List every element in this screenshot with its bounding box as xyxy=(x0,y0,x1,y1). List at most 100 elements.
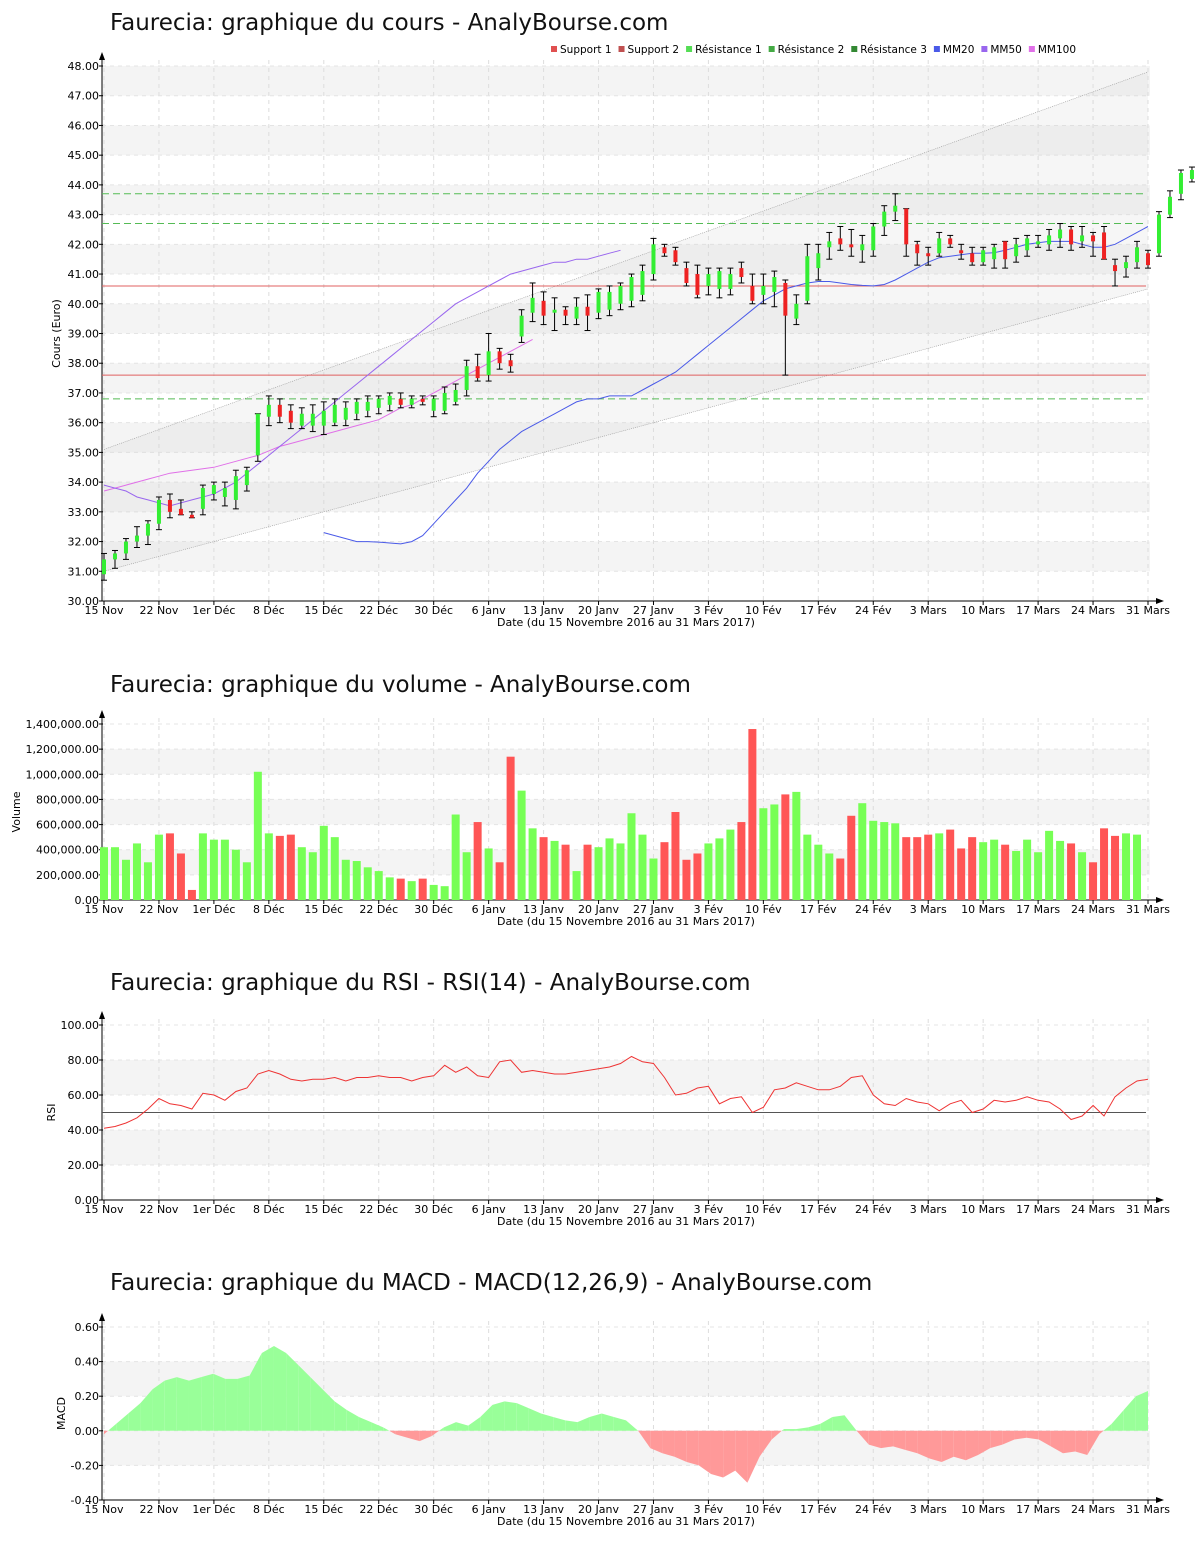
y-tick-label: 33.00 xyxy=(68,506,100,519)
grid-band xyxy=(102,184,1150,215)
x-tick-label: 22 Nov xyxy=(139,903,178,916)
x-tick-label: 20 Janv xyxy=(578,1203,619,1216)
legend-swatch xyxy=(851,46,858,52)
volume-bar xyxy=(242,862,251,900)
candle-body xyxy=(431,398,436,411)
volume-bar xyxy=(693,853,702,900)
macd-positive-area xyxy=(225,1378,238,1431)
candle-body xyxy=(508,360,513,367)
x-tick-label: 30 Déc xyxy=(414,903,453,916)
candle-body xyxy=(607,291,612,310)
y-axis-arrow xyxy=(99,710,105,718)
volume-bar xyxy=(418,878,427,900)
candle-body xyxy=(1080,235,1085,242)
volume-bar xyxy=(902,837,911,900)
y-tick-label: 44.00 xyxy=(68,179,100,192)
candle-body xyxy=(915,244,920,254)
candle-body xyxy=(244,470,249,486)
x-tick-label: 3 Mars xyxy=(910,1203,947,1216)
macd-positive-area xyxy=(346,1410,359,1431)
x-axis-arrow xyxy=(1156,897,1164,903)
macd-positive-area xyxy=(358,1416,372,1431)
y-tick-label: 45.00 xyxy=(68,149,100,162)
rsi-chart-title: Faurecia: graphique du RSI - RSI(14) - A… xyxy=(110,970,751,996)
x-tick-label: 17 Fév xyxy=(800,604,837,617)
volume-bar xyxy=(770,804,779,900)
candle-body xyxy=(651,244,656,275)
macd-positive-area xyxy=(480,1404,493,1431)
volume-bar xyxy=(264,833,273,900)
candle-body xyxy=(1146,253,1150,266)
candle-body xyxy=(167,499,172,512)
volume-bar xyxy=(495,862,504,900)
candle-body xyxy=(574,306,579,319)
x-tick-label: 1er Déc xyxy=(192,604,235,617)
macd-negative-area xyxy=(917,1430,930,1459)
candle-body xyxy=(959,250,964,254)
candle-body xyxy=(310,413,315,426)
macd-positive-area xyxy=(286,1352,299,1431)
macd-negative-area xyxy=(419,1430,432,1442)
y-tick-label: 37.00 xyxy=(68,387,100,400)
x-tick-label: 6 Janv xyxy=(472,604,506,617)
price-chart: 30.00 31.00 32.00 33.00 34.00 35.00 36.00 37.00… xyxy=(50,44,1195,629)
macd-positive-area xyxy=(334,1401,347,1431)
macd-negative-area xyxy=(941,1430,954,1462)
macd-negative-area xyxy=(905,1430,918,1454)
candle-body xyxy=(1036,241,1041,245)
volume-bar xyxy=(880,822,889,900)
legend-swatch xyxy=(1028,46,1035,52)
y-tick-label: 0.00 xyxy=(75,894,100,907)
volume-bar xyxy=(803,834,812,900)
trend-channel xyxy=(104,71,1148,572)
y-tick-label: 200,000.00 xyxy=(36,869,99,882)
candle-body xyxy=(794,303,799,319)
candle-body xyxy=(530,297,535,313)
candle-body xyxy=(112,553,117,560)
volume-bar xyxy=(297,847,306,900)
x-tick-label: 10 Mars xyxy=(961,1203,1005,1216)
volume-bar xyxy=(616,843,625,900)
macd-positive-area xyxy=(310,1377,323,1431)
macd-negative-area xyxy=(747,1430,760,1483)
legend-swatch xyxy=(618,46,625,52)
x-tick-label: 8 Déc xyxy=(253,1203,285,1216)
x-tick-label: 22 Nov xyxy=(139,1203,178,1216)
volume-bar xyxy=(957,848,966,900)
macd-negative-area xyxy=(880,1430,894,1449)
y-tick-label: 40.00 xyxy=(68,1124,100,1137)
volume-bar xyxy=(396,878,405,900)
candle-body xyxy=(288,410,293,423)
volume-bar xyxy=(1067,843,1076,900)
candle-body xyxy=(673,250,678,263)
candle-body xyxy=(398,398,403,405)
volume-bar xyxy=(572,871,581,900)
macd-negative-area xyxy=(1026,1430,1039,1440)
macd-negative-area xyxy=(723,1430,736,1478)
y-tick-label: 46.00 xyxy=(68,119,100,132)
volume-bar xyxy=(1122,833,1131,900)
legend-label: MM100 xyxy=(1038,44,1076,56)
candle-body xyxy=(343,407,348,420)
macd-positive-area xyxy=(565,1420,578,1431)
volume-bar xyxy=(814,844,823,900)
candle-body xyxy=(1156,214,1161,254)
candle-body xyxy=(684,268,689,283)
volume-bar xyxy=(825,853,834,900)
candle-body xyxy=(1091,235,1096,242)
volume-bar xyxy=(726,829,735,900)
candle-body xyxy=(541,300,546,316)
x-tick-label: 15 Déc xyxy=(304,604,343,617)
candle-body xyxy=(409,398,414,405)
candle-body xyxy=(332,404,337,423)
volume-bar xyxy=(176,853,185,900)
macd-positive-area xyxy=(808,1423,821,1431)
mm100-line xyxy=(103,338,533,492)
macd-positive-area xyxy=(781,1429,784,1431)
y-axis-arrow xyxy=(99,1313,105,1321)
volume-bar xyxy=(352,861,361,900)
volume-bar xyxy=(781,794,790,900)
x-tick-label: 30 Déc xyxy=(414,1503,453,1516)
x-tick-label: 17 Fév xyxy=(800,1503,837,1516)
x-tick-label: 24 Fév xyxy=(855,1203,892,1216)
